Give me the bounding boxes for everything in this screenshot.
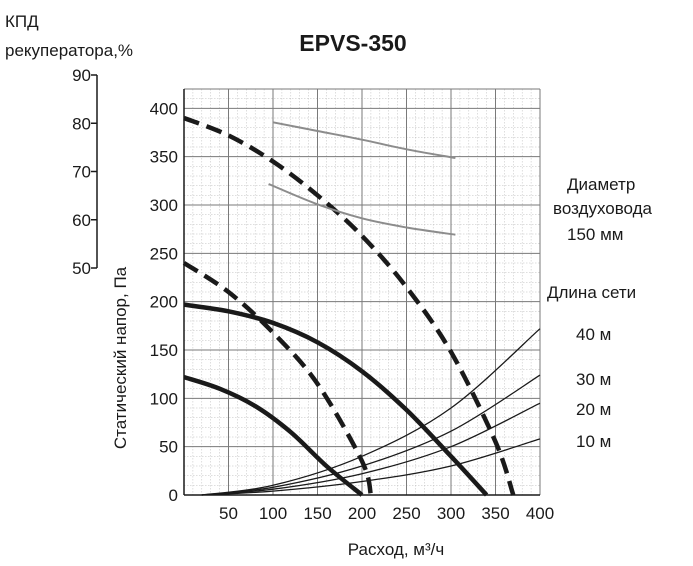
y2-axis-label-line1: КПД [5,12,39,31]
network-length-40: 40 м [576,325,611,344]
network-length-30: 30 м [576,370,611,389]
x-tick-label: 50 [219,504,238,523]
x-tick-label: 350 [481,504,509,523]
y2-axis-label-line2: рекуператора,% [5,41,133,60]
efficiency-curve-6 [268,183,456,236]
network-curve-7 [201,328,541,496]
y-tick-label: 150 [150,341,178,360]
efficiency-curve-5 [272,121,456,159]
x-tick-label: 100 [259,504,287,523]
series-layer [182,115,541,497]
tick-labels: 50 100 150 200 250 300 350 400 0 50 100 150 200 250 30… [72,66,554,523]
x-axis-label: Расход, м³/ч [348,540,444,559]
diameter-value: 150 мм [567,225,623,244]
diameter-label-line1: Диаметр [567,175,635,194]
y-tick-label: 300 [150,196,178,215]
x-tick-label: 200 [348,504,376,523]
network-curve-8 [201,374,541,496]
x-tick-label: 300 [437,504,465,523]
x-tick-label: 250 [392,504,420,523]
y2-tick-label: 60 [72,211,91,230]
y2-tick-label: 50 [72,259,91,278]
x-tick-label: 400 [526,504,554,523]
y-axis-label: Статический напор, Па [111,266,130,449]
y-tick-label: 250 [150,244,178,263]
y2-tick-label: 70 [72,163,91,182]
network-curve-10 [201,438,541,496]
diameter-label-line2: воздуховода [553,199,653,218]
network-curve-9 [201,402,541,496]
y-tick-label: 200 [150,293,178,312]
x-tick-label: 150 [303,504,331,523]
y-tick-label: 50 [159,438,178,457]
y-tick-label: 400 [150,99,178,118]
axes [91,74,540,496]
pressure-curve-solid-3 [183,302,489,497]
y-tick-label: 100 [150,389,178,408]
y-tick-label: 0 [169,486,178,505]
y2-tick-label: 90 [72,66,91,85]
chart-title: EPVS-350 [299,30,406,56]
network-length-10: 10 м [576,432,611,451]
network-length-20: 20 м [576,400,611,419]
pressure-curve-dashed-4 [183,115,516,496]
y-tick-label: 350 [150,148,178,167]
y2-tick-label: 80 [72,114,91,133]
pressure-curve-dashed-2 [182,261,374,496]
network-length-title: Длина сети [547,283,636,302]
